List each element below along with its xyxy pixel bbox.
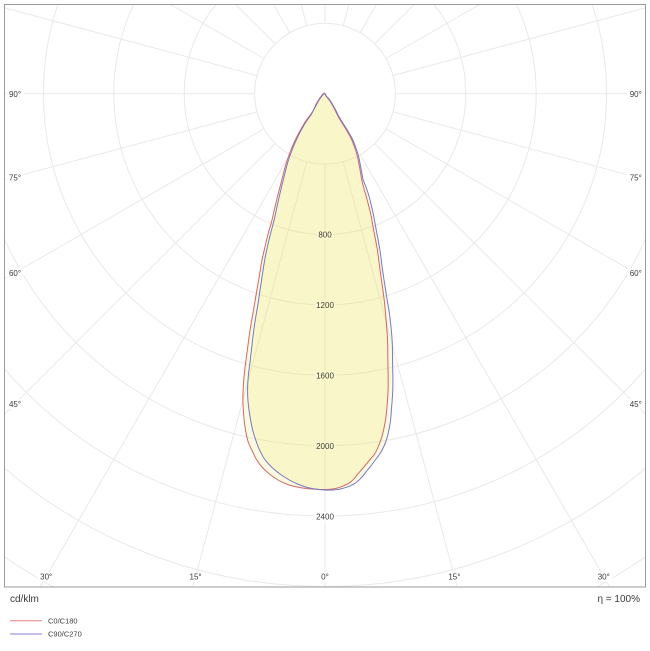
svg-text:C90/C270: C90/C270 xyxy=(48,630,82,639)
svg-text:cd/klm: cd/klm xyxy=(10,594,39,605)
svg-text:90°: 90° xyxy=(630,90,642,99)
svg-text:45°: 45° xyxy=(630,400,642,409)
svg-text:2000: 2000 xyxy=(316,442,334,451)
svg-text:90°: 90° xyxy=(9,90,21,99)
svg-text:30°: 30° xyxy=(40,573,52,582)
svg-text:C0/C180: C0/C180 xyxy=(48,616,78,625)
svg-text:15°: 15° xyxy=(448,573,460,582)
svg-text:75°: 75° xyxy=(630,174,642,183)
svg-text:75°: 75° xyxy=(9,174,21,183)
svg-text:1200: 1200 xyxy=(316,301,334,310)
svg-text:30°: 30° xyxy=(598,573,610,582)
svg-text:45°: 45° xyxy=(9,400,21,409)
svg-text:800: 800 xyxy=(318,231,332,240)
svg-text:0°: 0° xyxy=(321,573,329,582)
svg-text:60°: 60° xyxy=(9,269,21,278)
svg-text:15°: 15° xyxy=(190,573,202,582)
svg-text:2400: 2400 xyxy=(316,512,334,521)
svg-text:1600: 1600 xyxy=(316,372,334,381)
svg-text:60°: 60° xyxy=(630,269,642,278)
svg-text:η = 100%: η = 100% xyxy=(597,594,640,605)
